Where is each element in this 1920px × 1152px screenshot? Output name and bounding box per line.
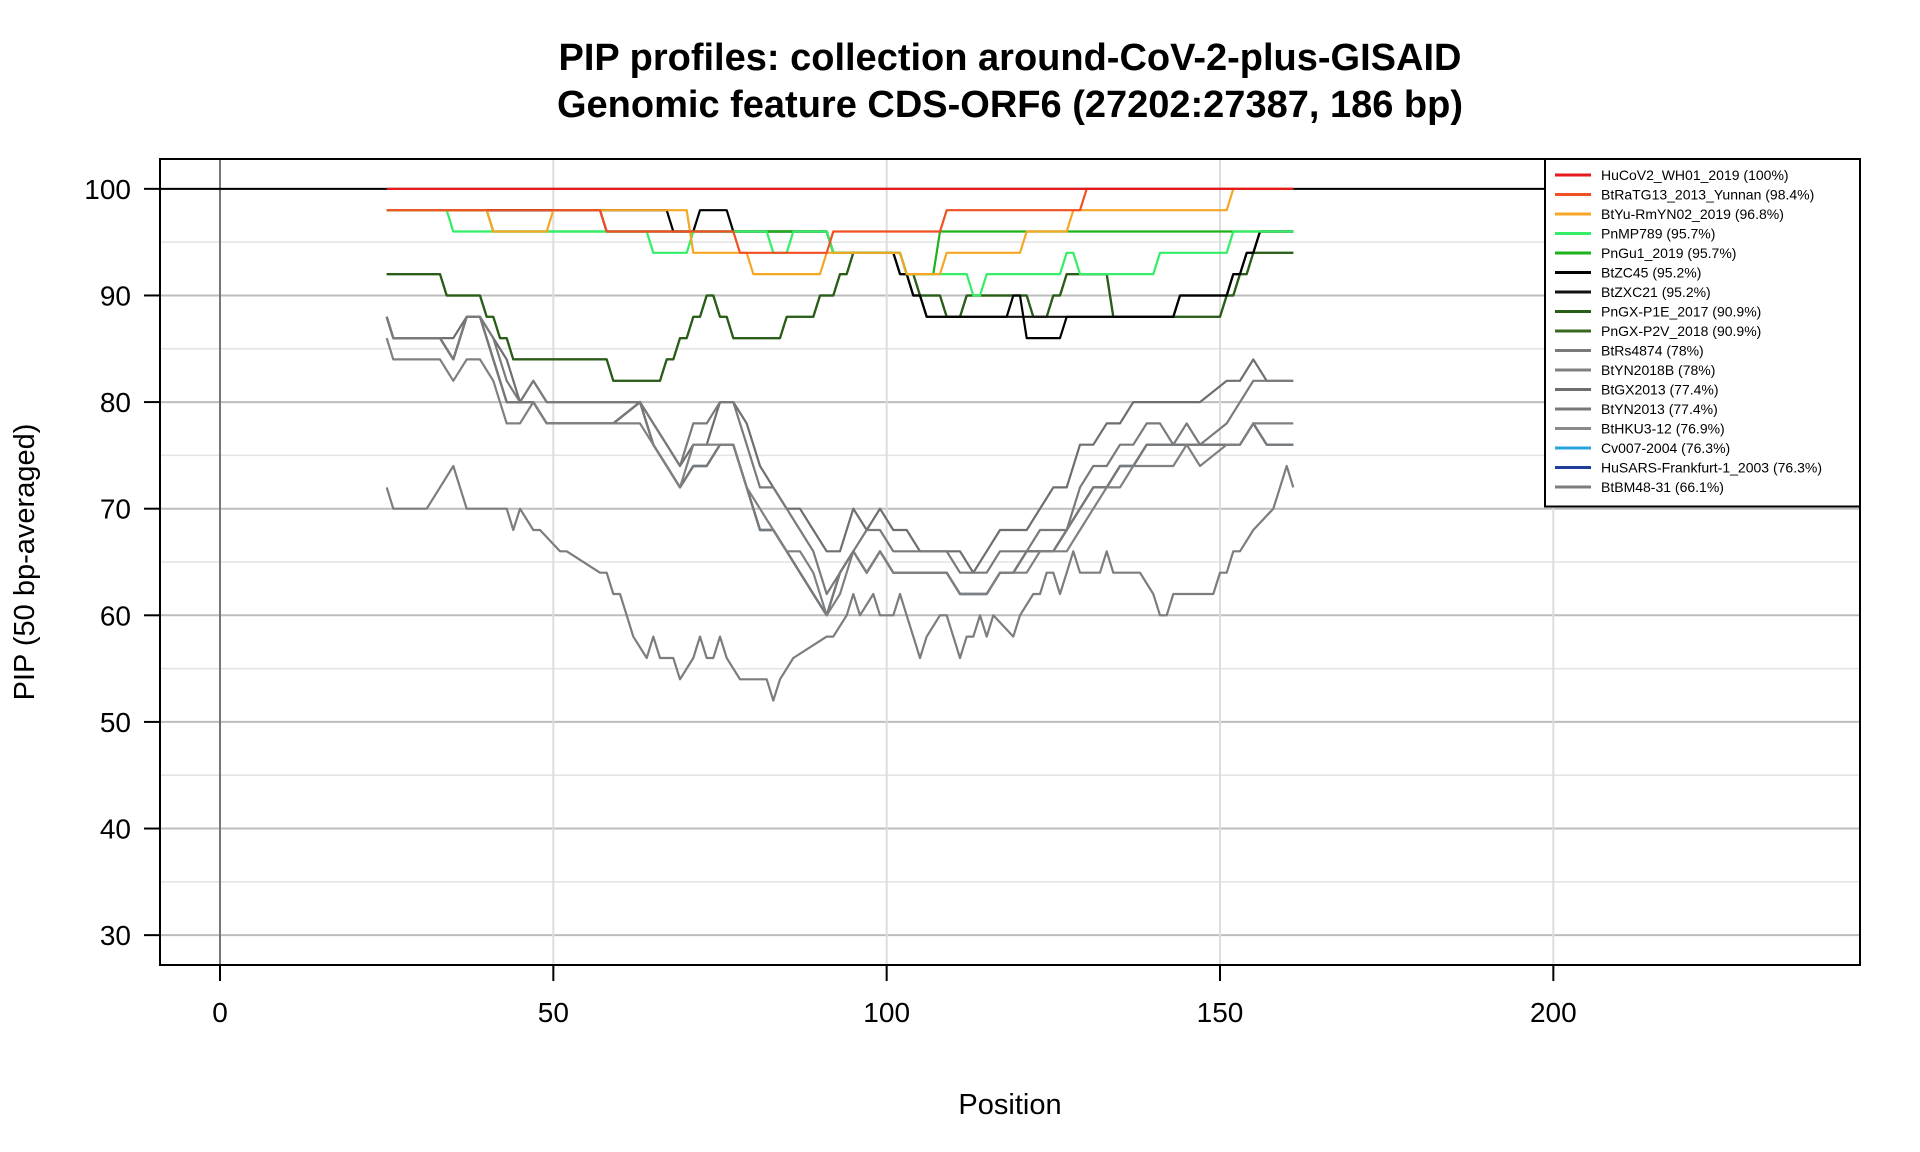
chart-title: PIP profiles: collection around-CoV-2-pl… [559, 37, 1462, 79]
legend-entry: PnGX-P1E_2017 (90.9%) [1601, 304, 1761, 320]
x-tick-label: 100 [863, 997, 910, 1028]
chart-subtitle: Genomic feature CDS-ORF6 (27202:27387, 1… [557, 84, 1463, 126]
plot-frame [159, 158, 1861, 966]
legend-box [1544, 158, 1861, 508]
legend-entry: PnGu1_2019 (95.7%) [1601, 245, 1736, 261]
y-tick-label: 30 [100, 920, 131, 951]
legend-entry: BtZXC21 (95.2%) [1601, 284, 1711, 300]
legend-entry: BtGX2013 (77.4%) [1601, 382, 1719, 398]
y-axis-label: PIP (50 bp-averaged) [9, 424, 41, 701]
legend-entry: Cv007-2004 (76.3%) [1601, 440, 1730, 456]
legend: HuCoV2_WH01_2019 (100%) BtRaTG13_2013_Yun… [1544, 158, 1861, 508]
legend-entry: PnMP789 (95.7%) [1601, 226, 1715, 242]
legend-entry: BtRs4874 (78%) [1601, 343, 1704, 359]
y-tick-label: 70 [100, 494, 131, 525]
series-line-1 [386, 187, 1294, 254]
series-line-7 [386, 251, 1294, 382]
x-tick-label: 200 [1530, 997, 1577, 1028]
series-layer [385, 187, 1295, 702]
legend-entry: HuSARS-Frankfurt-1_2003 (76.3%) [1601, 460, 1822, 476]
legend-entry: BtYN2018B (78%) [1601, 362, 1715, 378]
legend-entry: BtZC45 (95.2%) [1601, 265, 1701, 281]
series-line-10 [385, 337, 1294, 617]
series-line-9 [385, 315, 1294, 596]
y-tick-label: 40 [100, 814, 131, 845]
series-line-16 [385, 464, 1295, 702]
series-line-2 [386, 187, 1294, 276]
axis-layer: 0 50 100 150 200 30 40 50 60 70 80 90 100 [84, 174, 1576, 1028]
y-tick-label: 90 [100, 280, 131, 311]
legend-entry: HuCoV2_WH01_2019 (100%) [1601, 167, 1789, 183]
x-tick-label: 150 [1197, 997, 1244, 1028]
legend-entry: BtBM48-31 (66.1%) [1601, 479, 1724, 495]
legend-entry: BtYu-RmYN02_2019 (96.8%) [1601, 206, 1784, 222]
x-tick-label: 50 [538, 997, 569, 1028]
y-tick-label: 50 [100, 707, 131, 738]
x-tick-label: 0 [212, 997, 228, 1028]
legend-entry: BtRaTG13_2013_Yunnan (98.4%) [1601, 187, 1814, 203]
y-tick-label: 80 [100, 387, 131, 418]
legend-entry: BtYN2013 (77.4%) [1601, 401, 1718, 417]
legend-entry: PnGX-P2V_2018 (90.9%) [1601, 323, 1761, 339]
y-tick-label: 100 [84, 174, 131, 205]
y-tick-label: 60 [100, 600, 131, 631]
x-axis-label: Position [958, 1089, 1061, 1121]
legend-entry: BtHKU3-12 (76.9%) [1601, 421, 1725, 437]
